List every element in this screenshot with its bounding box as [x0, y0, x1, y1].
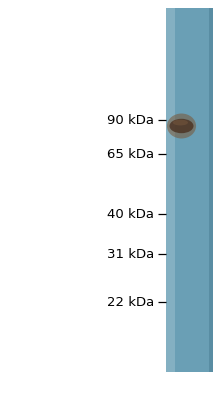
Ellipse shape	[173, 120, 188, 126]
Text: 40 kDa: 40 kDa	[107, 208, 154, 220]
Text: 31 kDa: 31 kDa	[107, 248, 154, 260]
Bar	[166, 8, 175, 372]
Text: 90 kDa: 90 kDa	[107, 114, 154, 126]
Bar	[166, 8, 213, 372]
Text: 65 kDa: 65 kDa	[107, 148, 154, 160]
Bar	[209, 8, 213, 372]
Ellipse shape	[169, 119, 194, 133]
Text: 22 kDa: 22 kDa	[107, 296, 154, 308]
Ellipse shape	[167, 114, 196, 138]
